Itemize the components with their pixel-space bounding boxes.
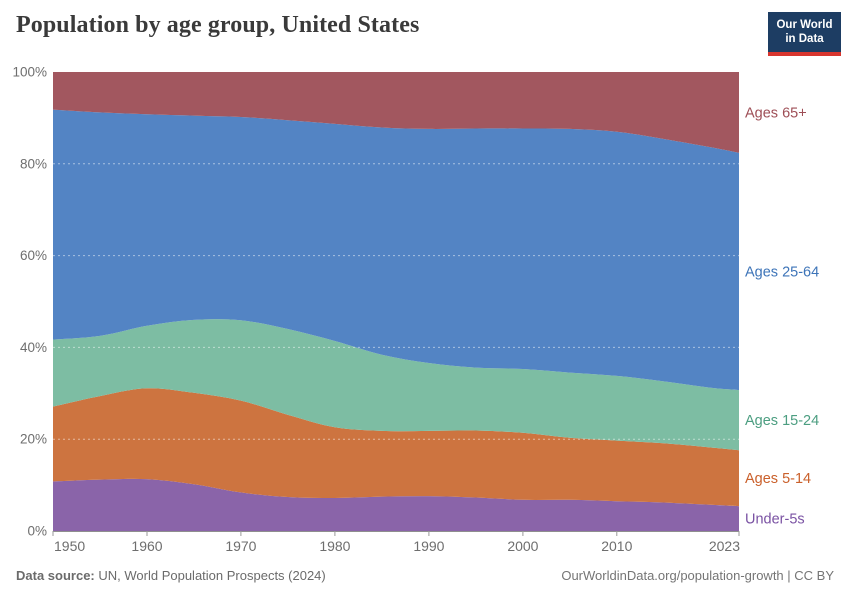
legend-label-ages-15-24[interactable]: Ages 15-24 [745,413,819,429]
data-source-text: UN, World Population Prospects (2024) [98,568,326,583]
y-tick-label-60: 60% [20,248,47,263]
legend-label-ages-65[interactable]: Ages 65+ [745,105,807,121]
owid-logo-box: Our World in Data [768,12,841,52]
x-tick-label-2023: 2023 [709,538,740,554]
area-ages-5-14[interactable] [53,388,739,507]
owid-logo[interactable]: Our World in Data [768,12,841,56]
y-tick-label-0: 0% [27,524,47,539]
x-tick-label-1950: 1950 [54,538,85,554]
x-tick-label-1990: 1990 [413,538,444,554]
legend-label-ages-25-64[interactable]: Ages 25-64 [745,264,819,280]
x-tick-label-1980: 1980 [319,538,350,554]
area-ages-65[interactable] [53,72,739,153]
area-under-5s[interactable] [53,478,739,531]
x-tick-label-1960: 1960 [131,538,162,554]
y-tick-label-40: 40% [20,340,47,355]
credit-link[interactable]: OurWorldinData.org/population-growth | C… [561,568,834,583]
area-ages-25-64[interactable] [53,109,739,391]
data-source: Data source: UN, World Population Prospe… [16,568,326,583]
y-tick-label-100: 100% [12,65,47,80]
x-tick-label-2010: 2010 [601,538,632,554]
y-tick-label-80: 80% [20,156,47,171]
y-tick-label-20: 20% [20,432,47,447]
legend-label-under-5s[interactable]: Under-5s [745,512,805,528]
owid-logo-text-line2: in Data [785,33,824,45]
x-tick-label-1970: 1970 [225,538,256,554]
chart-footer: Data source: UN, World Population Prospe… [16,568,834,583]
owid-logo-red-bar [768,52,841,56]
data-source-label: Data source: [16,568,95,583]
legend-label-ages-5-14[interactable]: Ages 5-14 [745,471,811,487]
owid-logo-text-line1: Our World [776,18,833,31]
x-tick-label-2000: 2000 [507,538,538,554]
area-ages-15-24[interactable] [53,319,739,451]
page-title: Population by age group, United States [16,12,420,38]
